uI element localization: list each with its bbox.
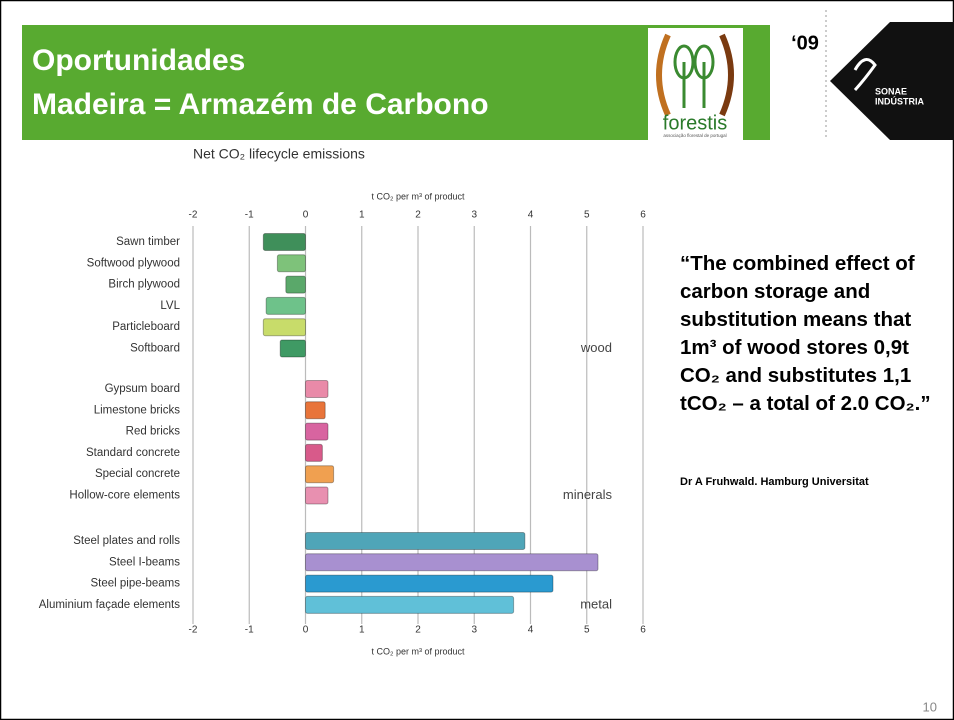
bar — [305, 553, 599, 572]
x-tick-label: 3 — [471, 210, 477, 221]
x-axis-title: t CO₂ per m³ of product — [371, 646, 465, 656]
quote: “The combined effect of carbon storage a… — [680, 252, 931, 415]
group-label: wood — [580, 340, 612, 355]
x-tick-label: 4 — [528, 625, 534, 636]
y-tick-label: Limestone bricks — [94, 404, 181, 416]
x-tick-label: 0 — [303, 210, 309, 221]
bar — [305, 401, 326, 420]
page-number: 10 — [923, 699, 937, 714]
forestis-tagline: associação florestal de portugal — [663, 133, 726, 138]
bar — [305, 486, 329, 505]
x-tick-label: 2 — [415, 625, 421, 636]
bar — [305, 380, 329, 398]
y-tick-label: LVL — [160, 300, 180, 312]
header-title: Oportunidades — [32, 44, 245, 77]
x-tick-label: 3 — [471, 625, 477, 636]
y-tick-label: Softboard — [130, 343, 180, 355]
x-tick-label: -1 — [245, 210, 254, 221]
bar — [265, 296, 306, 315]
y-tick-label: Aluminium façade elements — [39, 599, 181, 611]
sonae-symbol — [853, 58, 877, 92]
x-axis-title: t CO₂ per m³ of product — [371, 191, 465, 201]
x-tick-label: 6 — [640, 210, 646, 221]
y-tick-label: Special concrete — [95, 468, 180, 480]
chart-title: Net CO₂ lifecycle emissions — [193, 146, 365, 162]
y-tick-label: Steel I-beams — [109, 556, 180, 568]
x-tick-label: -2 — [189, 625, 198, 636]
group-label: metal — [580, 596, 612, 611]
x-tick-label: 4 — [528, 210, 534, 221]
x-tick-label: 5 — [584, 625, 590, 636]
attribution: Dr A Fruhwald. Hamburg Universitat — [680, 476, 869, 488]
bar — [305, 574, 554, 593]
sonae-text: SONAE — [875, 86, 907, 96]
x-tick-label: -1 — [245, 625, 254, 636]
logo-bracket — [656, 33, 671, 117]
bar — [305, 422, 329, 441]
y-tick-label: Steel pipe-beams — [91, 578, 181, 590]
header-title: Madeira = Armazém de Carbono — [32, 88, 489, 121]
bar — [262, 233, 306, 251]
bar — [305, 595, 515, 614]
bar — [276, 254, 306, 273]
forestis-wordmark: forestis — [663, 112, 727, 134]
x-tick-label: 1 — [359, 210, 365, 221]
bar — [262, 318, 306, 337]
bar — [305, 465, 335, 484]
x-tick-label: 6 — [640, 625, 646, 636]
y-tick-label: Steel plates and rolls — [73, 535, 180, 547]
group-label: minerals — [563, 487, 613, 502]
header-bar — [22, 25, 645, 140]
y-tick-label: Hollow-core elements — [69, 490, 180, 502]
logo-bracket — [719, 33, 734, 117]
y-tick-label: Softwood plywood — [87, 257, 180, 269]
bar — [305, 443, 323, 462]
sonae-logo — [830, 22, 954, 140]
bar — [305, 532, 526, 550]
y-tick-label: Red bricks — [126, 426, 181, 438]
y-tick-label: Birch plywood — [108, 279, 180, 291]
bar — [285, 275, 306, 294]
x-tick-label: -2 — [189, 210, 198, 221]
x-tick-label: 5 — [584, 210, 590, 221]
y-tick-label: Standard concrete — [86, 447, 180, 459]
y-tick-label: Sawn timber — [116, 236, 180, 248]
x-tick-label: 0 — [303, 625, 309, 636]
year-mark: ‘09 — [791, 32, 819, 54]
y-tick-label: Particleboard — [112, 321, 180, 333]
x-tick-label: 1 — [359, 625, 365, 636]
sonae-text: INDÚSTRIA — [875, 95, 924, 106]
bar — [279, 339, 306, 358]
x-tick-label: 2 — [415, 210, 421, 221]
y-tick-label: Gypsum board — [105, 383, 180, 395]
